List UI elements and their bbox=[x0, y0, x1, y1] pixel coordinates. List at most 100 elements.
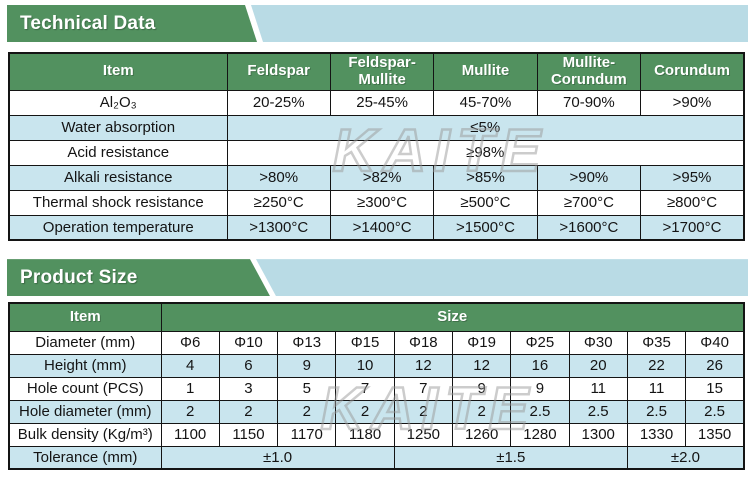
value-cell: >85% bbox=[433, 164, 538, 191]
value-cell: >1500°C bbox=[433, 214, 538, 241]
merged-value-cell: ±2.0 bbox=[626, 445, 745, 470]
value-cell: 1170 bbox=[277, 422, 337, 447]
value-cell: 2.5 bbox=[685, 399, 745, 424]
row-label: Diameter (mm) bbox=[8, 330, 162, 355]
value-cell: 3 bbox=[218, 376, 279, 401]
table-row: Height (mm) 4 6 9 10 12 12 16 20 22 26 bbox=[8, 353, 745, 378]
value-cell: 2.5 bbox=[626, 399, 687, 424]
technical-column-header: Item bbox=[8, 52, 228, 91]
technical-table-wrap: Item Feldspar Feldspar-Mullite Mullite Mulli… bbox=[8, 52, 745, 242]
row-label: Hole count (PCS) bbox=[8, 376, 162, 401]
table-row: Bulk density (Kg/m³) 1100 1150 1170 1180 1250… bbox=[8, 422, 745, 447]
table-row: Water absorption ≤5% bbox=[8, 114, 745, 141]
product-size-table: Item Size Diameter (mm) Φ6 Φ10 Φ13 Φ15 Φ18 Φ19 Φ2… bbox=[8, 302, 746, 471]
value-cell: ≥800°C bbox=[640, 189, 745, 216]
table-row: Diameter (mm) Φ6 Φ10 Φ13 Φ15 Φ18 Φ19 Φ25 Φ30 Φ35 Φ… bbox=[8, 330, 745, 355]
table-row: Alkali resistance >80% >82% >85% >90% >95% bbox=[8, 164, 745, 191]
technical-data-table: Item Feldspar Feldspar-Mullite Mullite Mulli… bbox=[8, 52, 745, 242]
value-cell: Φ19 bbox=[451, 330, 512, 355]
value-cell: Φ10 bbox=[218, 330, 279, 355]
value-cell: 2 bbox=[393, 399, 453, 424]
product-item-header: Item bbox=[8, 302, 162, 332]
value-cell: 26 bbox=[685, 353, 745, 378]
technical-column-header: Mullite-Corundum bbox=[536, 52, 642, 91]
table-row: Thermal shock resistance ≥250°C ≥300°C ≥500… bbox=[8, 189, 745, 216]
value-cell: >82% bbox=[329, 164, 435, 191]
merged-value-cell: ≤5% bbox=[226, 114, 745, 141]
table-row: Al₂O₃ 20-25% 25-45% 45-70% 70-90% >90% bbox=[8, 89, 745, 116]
technical-column-header: Feldspar-Mullite bbox=[329, 52, 435, 91]
value-cell: 1260 bbox=[451, 422, 512, 447]
value-cell: 15 bbox=[685, 376, 745, 401]
value-cell: 9 bbox=[451, 376, 512, 401]
value-cell: 1280 bbox=[510, 422, 570, 447]
value-cell: 11 bbox=[626, 376, 687, 401]
row-label: Alkali resistance bbox=[8, 164, 228, 191]
row-label: Acid resistance bbox=[8, 139, 228, 166]
value-cell: 2.5 bbox=[568, 399, 628, 424]
product-size-section: Product Size Item Size Diameter (mm) Φ6 Φ10 Φ… bbox=[0, 259, 750, 471]
value-cell: Φ13 bbox=[277, 330, 337, 355]
value-cell: 1330 bbox=[626, 422, 687, 447]
table-row: Tolerance (mm) ±1.0 ±1.5 ±2.0 bbox=[8, 445, 745, 470]
value-cell: >1600°C bbox=[536, 214, 642, 241]
merged-value-cell: ±1.0 bbox=[160, 445, 395, 470]
value-cell: 22 bbox=[626, 353, 687, 378]
table-row: Operation temperature >1300°C >1400°C >1500… bbox=[8, 214, 745, 241]
value-cell: Φ6 bbox=[160, 330, 220, 355]
value-cell: Φ18 bbox=[393, 330, 453, 355]
value-cell: 1150 bbox=[218, 422, 279, 447]
value-cell: >80% bbox=[226, 164, 331, 191]
value-cell: 1 bbox=[160, 376, 220, 401]
value-cell: 2 bbox=[277, 399, 337, 424]
value-cell: 6 bbox=[218, 353, 279, 378]
value-cell: 1180 bbox=[335, 422, 395, 447]
value-cell: 12 bbox=[451, 353, 512, 378]
value-cell: ≥700°C bbox=[536, 189, 642, 216]
value-cell: 9 bbox=[277, 353, 337, 378]
row-label: Bulk density (Kg/m³) bbox=[8, 422, 162, 447]
value-cell: >95% bbox=[640, 164, 745, 191]
value-cell: 4 bbox=[160, 353, 220, 378]
value-cell: Φ35 bbox=[626, 330, 687, 355]
value-cell: 2 bbox=[218, 399, 279, 424]
product-size-header: Size bbox=[160, 302, 745, 332]
value-cell: 1300 bbox=[568, 422, 628, 447]
value-cell: 7 bbox=[393, 376, 453, 401]
product-size-title: Product Size bbox=[20, 266, 138, 288]
banner-blue-stripe bbox=[251, 5, 748, 42]
technical-data-title: Technical Data bbox=[20, 12, 156, 34]
value-cell: 12 bbox=[393, 353, 453, 378]
banner-green-stripe: Technical Data bbox=[7, 5, 257, 42]
value-cell: 2 bbox=[451, 399, 512, 424]
value-cell: Φ30 bbox=[568, 330, 628, 355]
value-cell: 1350 bbox=[685, 422, 745, 447]
technical-column-header: Feldspar bbox=[226, 52, 331, 91]
value-cell: ≥300°C bbox=[329, 189, 435, 216]
technical-column-header: Mullite bbox=[433, 52, 538, 91]
merged-value-cell: ≥98% bbox=[226, 139, 745, 166]
value-cell: Φ15 bbox=[335, 330, 395, 355]
value-cell: 2 bbox=[160, 399, 220, 424]
value-cell: 70-90% bbox=[536, 89, 642, 116]
table-row: Acid resistance ≥98% bbox=[8, 139, 745, 166]
value-cell: 7 bbox=[335, 376, 395, 401]
banner-blue-stripe bbox=[256, 259, 748, 297]
value-cell: 10 bbox=[335, 353, 395, 378]
product-table-wrap: Item Size Diameter (mm) Φ6 Φ10 Φ13 Φ15 Φ18 Φ19 Φ2… bbox=[8, 302, 746, 471]
value-cell: >1400°C bbox=[329, 214, 435, 241]
value-cell: ≥250°C bbox=[226, 189, 331, 216]
value-cell: >90% bbox=[640, 89, 745, 116]
value-cell: >90% bbox=[536, 164, 642, 191]
value-cell: >1300°C bbox=[226, 214, 331, 241]
value-cell: 20-25% bbox=[226, 89, 331, 116]
row-label: Tolerance (mm) bbox=[8, 445, 162, 470]
value-cell: Φ25 bbox=[510, 330, 570, 355]
value-cell: 2 bbox=[335, 399, 395, 424]
value-cell: 2.5 bbox=[510, 399, 570, 424]
product-size-banner: Product Size bbox=[7, 259, 748, 297]
row-label: Height (mm) bbox=[8, 353, 162, 378]
value-cell: 25-45% bbox=[329, 89, 435, 116]
merged-value-cell: ±1.5 bbox=[393, 445, 628, 470]
